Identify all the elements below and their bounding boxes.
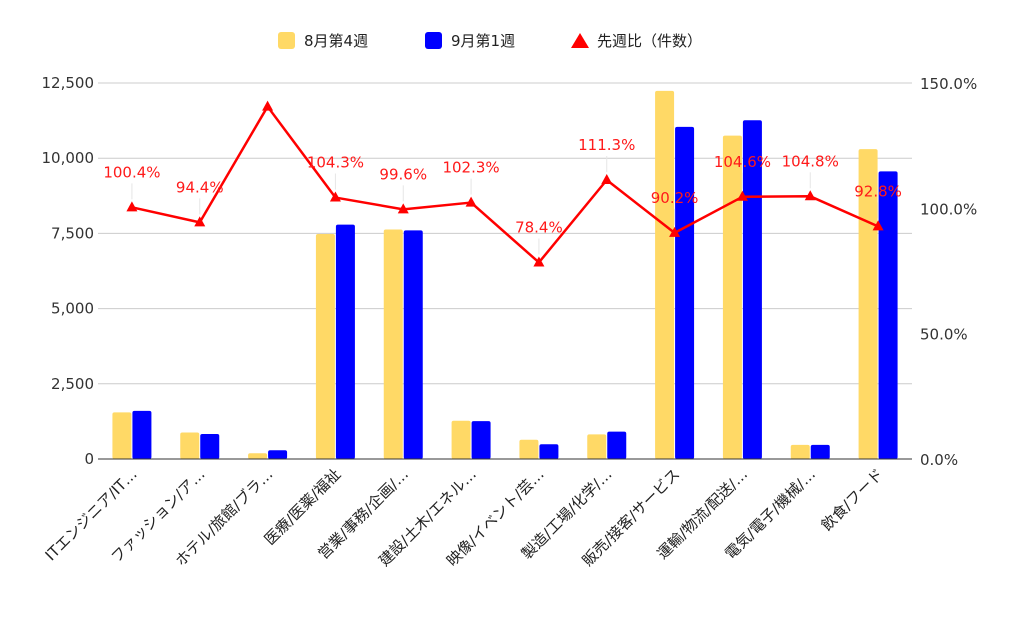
axes: 0 2,500 5,000 7,500 10,000 12,500 0.0% 50.0% 100… (42, 74, 978, 570)
ratio-data-label: 94.4% (176, 178, 224, 196)
bar-aug-week4 (655, 90, 675, 459)
ratio-data-label: 99.6% (379, 165, 427, 183)
bar-sep-week1 (471, 421, 491, 459)
bar-aug-week4 (180, 432, 200, 459)
ratio-line (131, 105, 879, 264)
x-category-label: 飲食/フード (818, 465, 887, 534)
legend-item: 8月第4週 (278, 32, 368, 50)
y-left-tick-label: 12,500 (42, 74, 95, 92)
bar-sep-week1 (335, 224, 355, 459)
ratio-point-marker (736, 190, 748, 201)
bar-sep-week1 (403, 230, 423, 459)
bar-sep-week1 (810, 444, 830, 459)
bar-sep-week1 (675, 126, 695, 459)
bar-sep-week1 (132, 410, 152, 459)
bar-aug-week4 (519, 439, 539, 459)
legend-triangle-icon (571, 33, 589, 48)
y-right-tick-label: 100.0% (920, 200, 977, 218)
ratio-point-marker (804, 190, 816, 201)
ratio-data-label: 104.3% (307, 154, 364, 172)
data-labels: 100.4% 94.4% 104.3% 99.6% 102.3% 78.4% 111.3% 9… (103, 136, 902, 255)
ratio-data-label: 78.4% (515, 218, 563, 236)
legend-swatch (425, 32, 442, 49)
bar-aug-week4 (790, 444, 810, 459)
y-right-tick-label: 150.0% (920, 75, 977, 93)
bar-aug-week4 (112, 412, 132, 459)
y-right-tick-label: 50.0% (920, 326, 968, 344)
line-series (126, 100, 884, 267)
bar-aug-week4 (587, 434, 607, 459)
ratio-data-label: 104.6% (714, 153, 771, 171)
ratio-point-marker (262, 100, 274, 111)
bar-sep-week1 (742, 120, 762, 460)
y-left-tick-label: 10,000 (42, 149, 95, 167)
bar-sep-week1 (878, 171, 898, 460)
ratio-data-label: 92.8% (854, 182, 902, 200)
legend: 8月第4週 9月第1週 先週比（件数） (278, 32, 702, 50)
ratio-point-marker (397, 203, 409, 214)
ratio-point-marker (126, 201, 138, 212)
ratio-point-marker (465, 196, 477, 207)
legend-label: 先週比（件数） (597, 32, 702, 50)
bar-sep-week1 (607, 431, 627, 459)
ratio-data-label: 104.8% (782, 152, 839, 170)
legend-label: 8月第4週 (304, 32, 368, 50)
legend-item: 9月第1週 (425, 32, 515, 50)
ratio-data-label: 100.4% (103, 163, 160, 181)
y-left-tick-label: 0 (84, 450, 94, 468)
legend-label: 9月第1週 (451, 32, 515, 50)
ratio-point-marker (872, 220, 884, 231)
y-left-tick-label: 7,500 (51, 224, 94, 242)
bar-series (112, 90, 898, 460)
ratio-data-label: 111.3% (578, 136, 635, 154)
y-left-tick-label: 2,500 (51, 375, 94, 393)
bar-aug-week4 (315, 234, 335, 459)
bar-aug-week4 (722, 135, 742, 459)
ratio-point-marker (669, 226, 681, 237)
y-left-tick-label: 5,000 (51, 300, 94, 318)
legend-item: 先週比（件数） (571, 32, 702, 50)
bar-sep-week1 (200, 434, 220, 459)
bar-aug-week4 (383, 229, 403, 459)
bar-aug-week4 (451, 420, 471, 459)
bar-aug-week4 (858, 149, 878, 459)
legend-swatch (278, 32, 295, 49)
ratio-point-marker (329, 191, 341, 202)
ratio-data-label: 90.2% (651, 189, 699, 207)
ratio-point-marker (533, 256, 545, 267)
bar-aug-week4 (248, 453, 268, 459)
grid (98, 82, 912, 460)
ratio-data-label: 102.3% (442, 159, 499, 177)
y-right-tick-label: 0.0% (920, 451, 958, 469)
ratio-point-marker (601, 174, 613, 185)
bar-sep-week1 (268, 450, 288, 459)
ratio-point-marker (194, 216, 206, 227)
bar-sep-week1 (539, 444, 559, 459)
